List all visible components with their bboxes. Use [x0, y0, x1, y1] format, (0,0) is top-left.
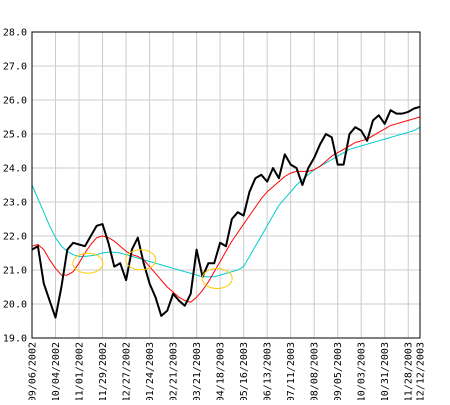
crossover-highlight: [201, 268, 233, 289]
x-axis-labels: 09/06/2002 10/04/2002 11/01/2002 11/29/2002…: [28, 342, 427, 402]
highlight-layer: [72, 249, 233, 289]
y-tick-label: 25.0: [3, 130, 27, 141]
short-avg-line: [31, 116, 421, 303]
x-tick-label: 10/04/2002: [51, 342, 62, 400]
x-tick-label: 01/24/2003: [145, 342, 156, 400]
x-tick-label: 09/06/2002: [28, 342, 39, 400]
y-tick-label: 22.0: [3, 232, 27, 243]
y-axis-labels: 19.0 20.0 21.0 22.0 23.0 24.0 25.0 26.0 27.0 28.0: [3, 28, 27, 345]
x-tick-label: 12/12/2003: [416, 342, 427, 400]
y-tick-label: 27.0: [3, 62, 27, 73]
x-tick-label: 11/28/2003: [404, 342, 415, 400]
y-tick-label: 24.0: [3, 164, 27, 175]
x-tick-label: 11/29/2002: [98, 342, 109, 400]
x-tick-label: 10/03/2003: [357, 342, 368, 400]
price-line: [31, 105, 421, 319]
x-tick-label: 05/16/2003: [239, 342, 250, 400]
plot-background: [32, 32, 420, 338]
x-tick-label: 12/27/2002: [122, 342, 133, 400]
x-tick-label: 07/11/2003: [286, 342, 297, 400]
x-tick-label: 03/21/2003: [192, 342, 203, 400]
y-tick-label: 19.0: [3, 334, 27, 345]
y-tick-label: 21.0: [3, 266, 27, 277]
x-tick-label: 11/01/2002: [75, 342, 86, 400]
y-tick-label: 28.0: [3, 28, 27, 39]
x-tick-label: 06/13/2003: [263, 342, 274, 400]
x-tick-label: 10/31/2003: [380, 342, 391, 400]
y-tick-label: 23.0: [3, 198, 27, 209]
x-tick-label: 08/08/2003: [310, 342, 321, 400]
y-tick-label: 20.0: [3, 300, 27, 311]
x-tick-label: 02/21/2003: [169, 342, 180, 400]
x-tick-label: 09/05/2003: [333, 342, 344, 400]
crossover-highlight: [125, 249, 157, 271]
crossover-highlight: [72, 252, 104, 274]
plot-frame: [31, 31, 421, 339]
y-tick-label: 26.0: [3, 96, 27, 107]
x-tick-label: 04/18/2003: [216, 342, 227, 400]
